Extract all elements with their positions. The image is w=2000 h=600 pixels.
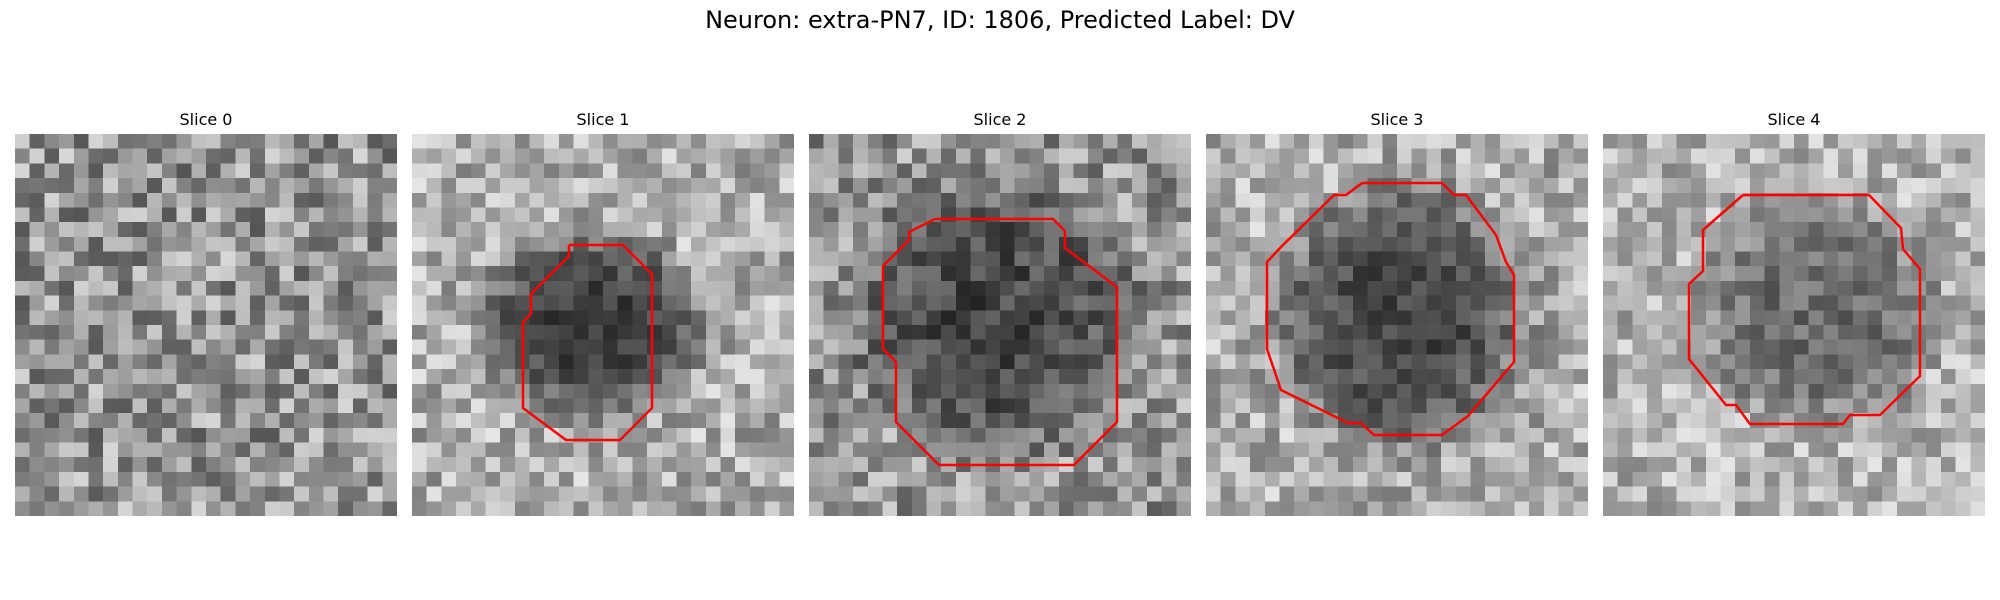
slice-title: Slice 0 xyxy=(179,110,233,129)
segmentation-contour xyxy=(881,217,1119,467)
segmentation-contour xyxy=(1265,181,1516,437)
slice-image xyxy=(412,134,794,516)
figure-title: Neuron: extra-PN7, ID: 1806, Predicted L… xyxy=(705,6,1295,34)
slice-title: Slice 3 xyxy=(1370,110,1424,129)
slice-panel-2: Slice 2 xyxy=(809,108,1191,516)
slice-panel-0: Slice 0 xyxy=(15,108,397,516)
slice-panel-1: Slice 1 xyxy=(412,108,794,516)
slice-panel-4: Slice 4 xyxy=(1603,108,1985,516)
slice-image xyxy=(1206,134,1588,516)
segmentation-contour xyxy=(521,243,654,442)
slice-image xyxy=(15,134,397,516)
segmentation-contour xyxy=(1687,193,1922,426)
slice-title: Slice 1 xyxy=(576,110,630,129)
slice-image xyxy=(809,134,1191,516)
slice-title: Slice 4 xyxy=(1767,110,1821,129)
slice-title: Slice 2 xyxy=(973,110,1027,129)
slice-image xyxy=(1603,134,1985,516)
slice-panel-3: Slice 3 xyxy=(1206,108,1588,516)
